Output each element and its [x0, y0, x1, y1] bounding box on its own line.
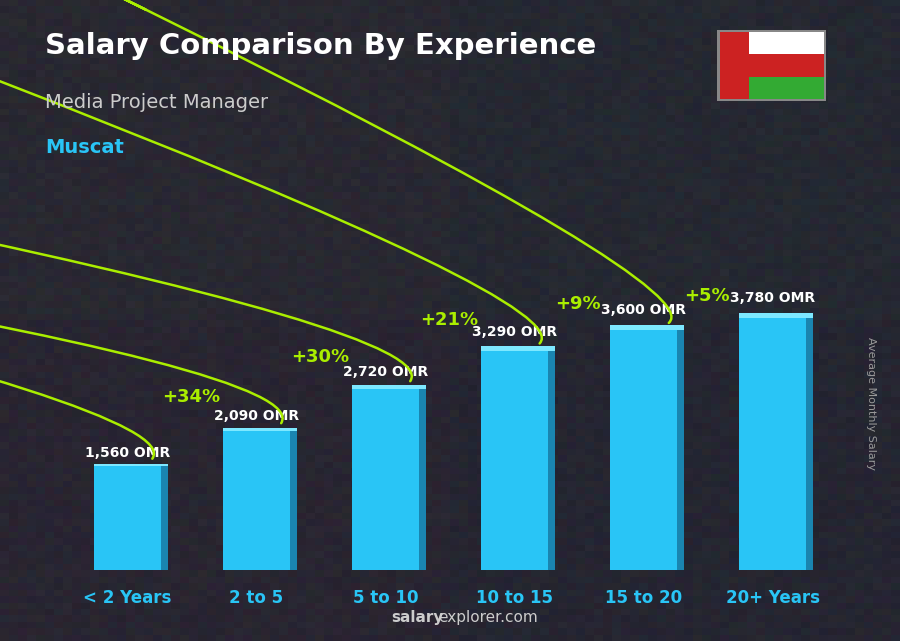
Bar	[548, 351, 555, 570]
Text: +30%: +30%	[291, 347, 349, 365]
Text: explorer.com: explorer.com	[438, 610, 538, 625]
Text: 3,600 OMR: 3,600 OMR	[601, 303, 686, 317]
Bar	[610, 325, 684, 330]
Bar	[481, 346, 555, 351]
Bar	[352, 385, 426, 389]
Bar	[739, 313, 813, 318]
Text: Muscat: Muscat	[45, 138, 124, 157]
Text: +34%: +34%	[162, 388, 220, 406]
Text: Salary Comparison By Experience: Salary Comparison By Experience	[45, 32, 596, 60]
Bar	[419, 389, 426, 570]
Bar	[223, 431, 290, 570]
Bar	[94, 464, 168, 467]
Bar	[94, 467, 161, 570]
Text: 2,720 OMR: 2,720 OMR	[343, 365, 428, 379]
Text: salary: salary	[392, 610, 444, 625]
Text: 2,090 OMR: 2,090 OMR	[214, 409, 299, 423]
Bar	[806, 318, 813, 570]
Bar	[290, 431, 297, 570]
Bar	[481, 351, 548, 570]
Bar	[223, 428, 297, 431]
Bar	[739, 318, 806, 570]
Bar	[352, 389, 419, 570]
Bar	[161, 467, 168, 570]
Text: Media Project Manager: Media Project Manager	[45, 93, 268, 112]
Text: 1,560 OMR: 1,560 OMR	[85, 446, 170, 460]
Bar	[677, 330, 684, 570]
Text: +9%: +9%	[555, 296, 600, 313]
Text: +5%: +5%	[684, 287, 730, 304]
Text: +21%: +21%	[419, 312, 478, 329]
Bar	[610, 330, 677, 570]
Text: 3,290 OMR: 3,290 OMR	[472, 325, 557, 339]
Text: 3,780 OMR: 3,780 OMR	[730, 291, 815, 305]
Text: Average Monthly Salary: Average Monthly Salary	[866, 337, 877, 470]
